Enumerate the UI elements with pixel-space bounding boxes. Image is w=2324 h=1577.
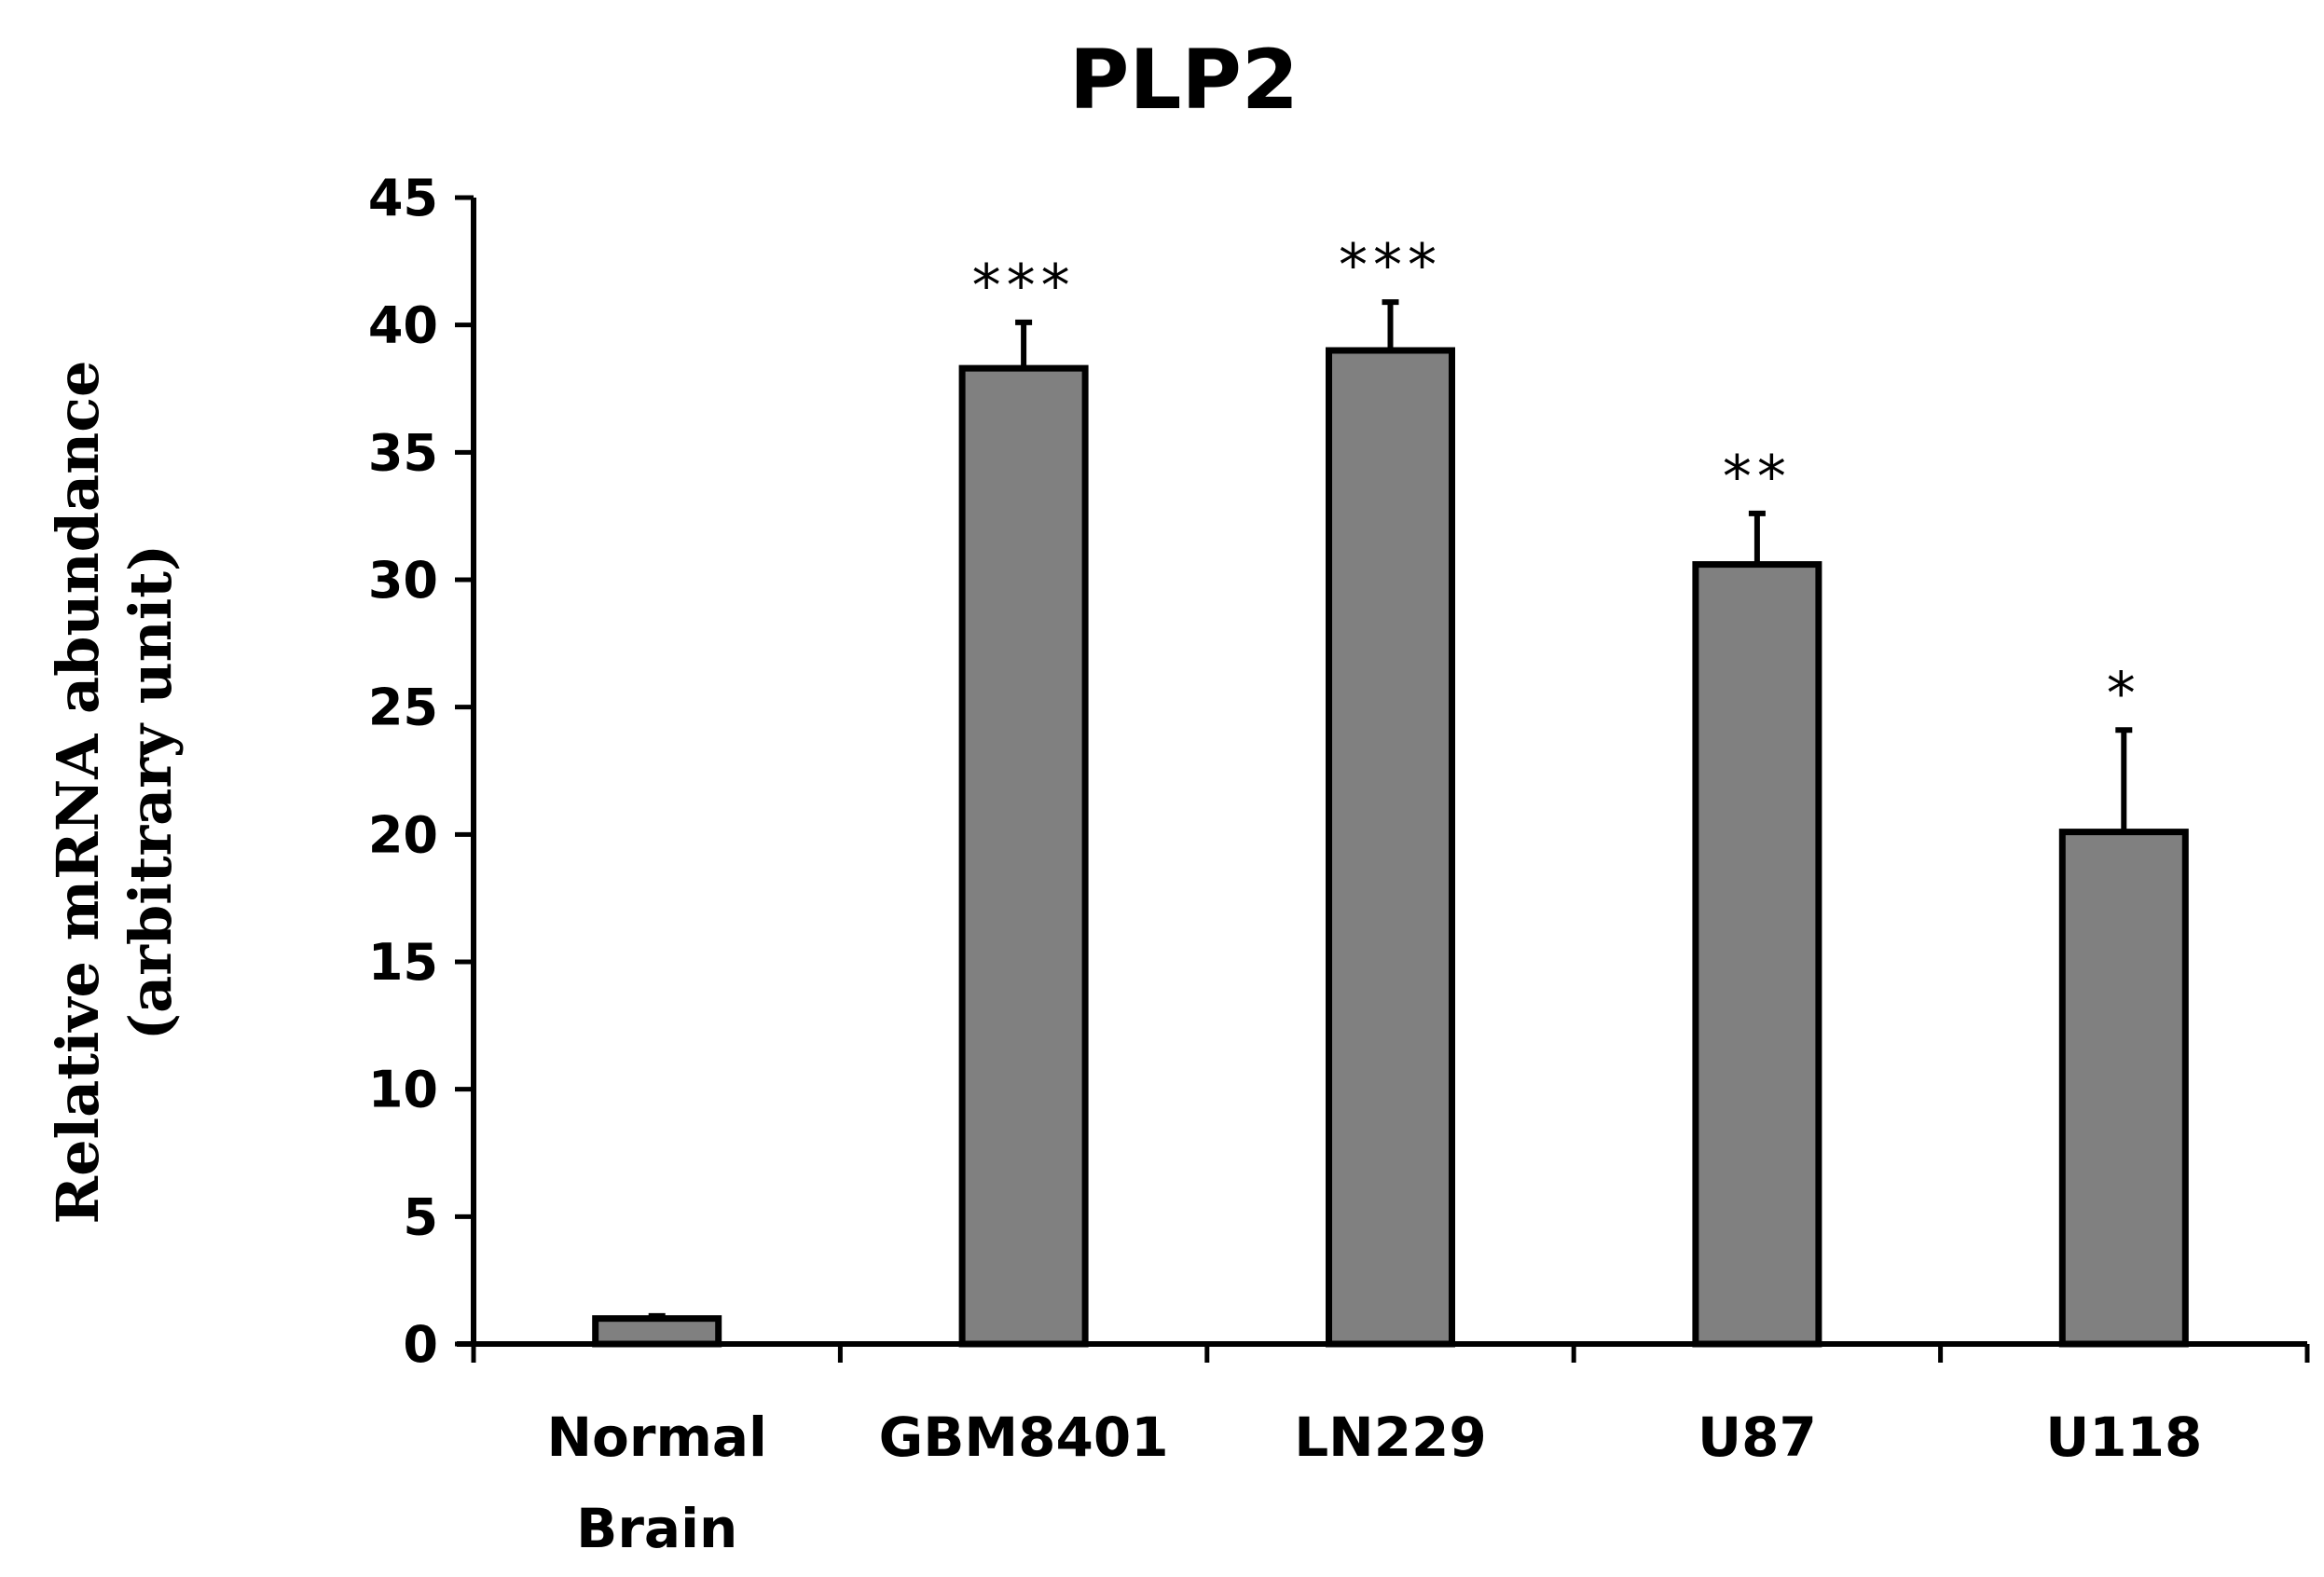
y-tick-label: 25 bbox=[368, 679, 438, 737]
category-label: U118 bbox=[2045, 1406, 2202, 1469]
category-label: Normal bbox=[546, 1406, 766, 1469]
y-tick-label: 0 bbox=[403, 1315, 438, 1374]
y-tick-label: 10 bbox=[368, 1061, 438, 1119]
y-tick-label: 45 bbox=[368, 169, 438, 227]
y-axis-label-line-1: Relative mRNA abundance bbox=[44, 361, 112, 1225]
plot-area: 051015202530354045NormalBrain***GBM8401*… bbox=[368, 169, 2310, 1560]
category-label: GBM8401 bbox=[879, 1406, 1169, 1469]
bar bbox=[1326, 347, 1455, 1348]
category-label: U87 bbox=[1698, 1406, 1817, 1469]
bar bbox=[1692, 561, 1822, 1348]
y-axis-label-line-2: (arbitrary unit) bbox=[117, 544, 185, 1041]
chart-title: PLP2 bbox=[1069, 32, 1299, 128]
y-axis-label: Relative mRNA abundance (arbitrary unit) bbox=[44, 361, 185, 1225]
significance-label: *** bbox=[972, 252, 1076, 320]
y-tick-label: 15 bbox=[368, 933, 438, 992]
y-tick-label: 30 bbox=[368, 551, 438, 610]
y-tick-label: 40 bbox=[368, 296, 438, 355]
y-tick-label: 20 bbox=[368, 805, 438, 864]
y-tick-label: 5 bbox=[403, 1187, 438, 1246]
significance-label: ** bbox=[1723, 443, 1792, 511]
category-label: LN229 bbox=[1294, 1406, 1487, 1469]
bar bbox=[2058, 829, 2189, 1348]
bar bbox=[592, 1315, 722, 1348]
significance-label: *** bbox=[1339, 231, 1442, 299]
significance-label: * bbox=[2107, 659, 2141, 727]
y-tick-label: 35 bbox=[368, 423, 438, 482]
bar bbox=[958, 364, 1089, 1348]
category-label: Brain bbox=[576, 1497, 737, 1560]
